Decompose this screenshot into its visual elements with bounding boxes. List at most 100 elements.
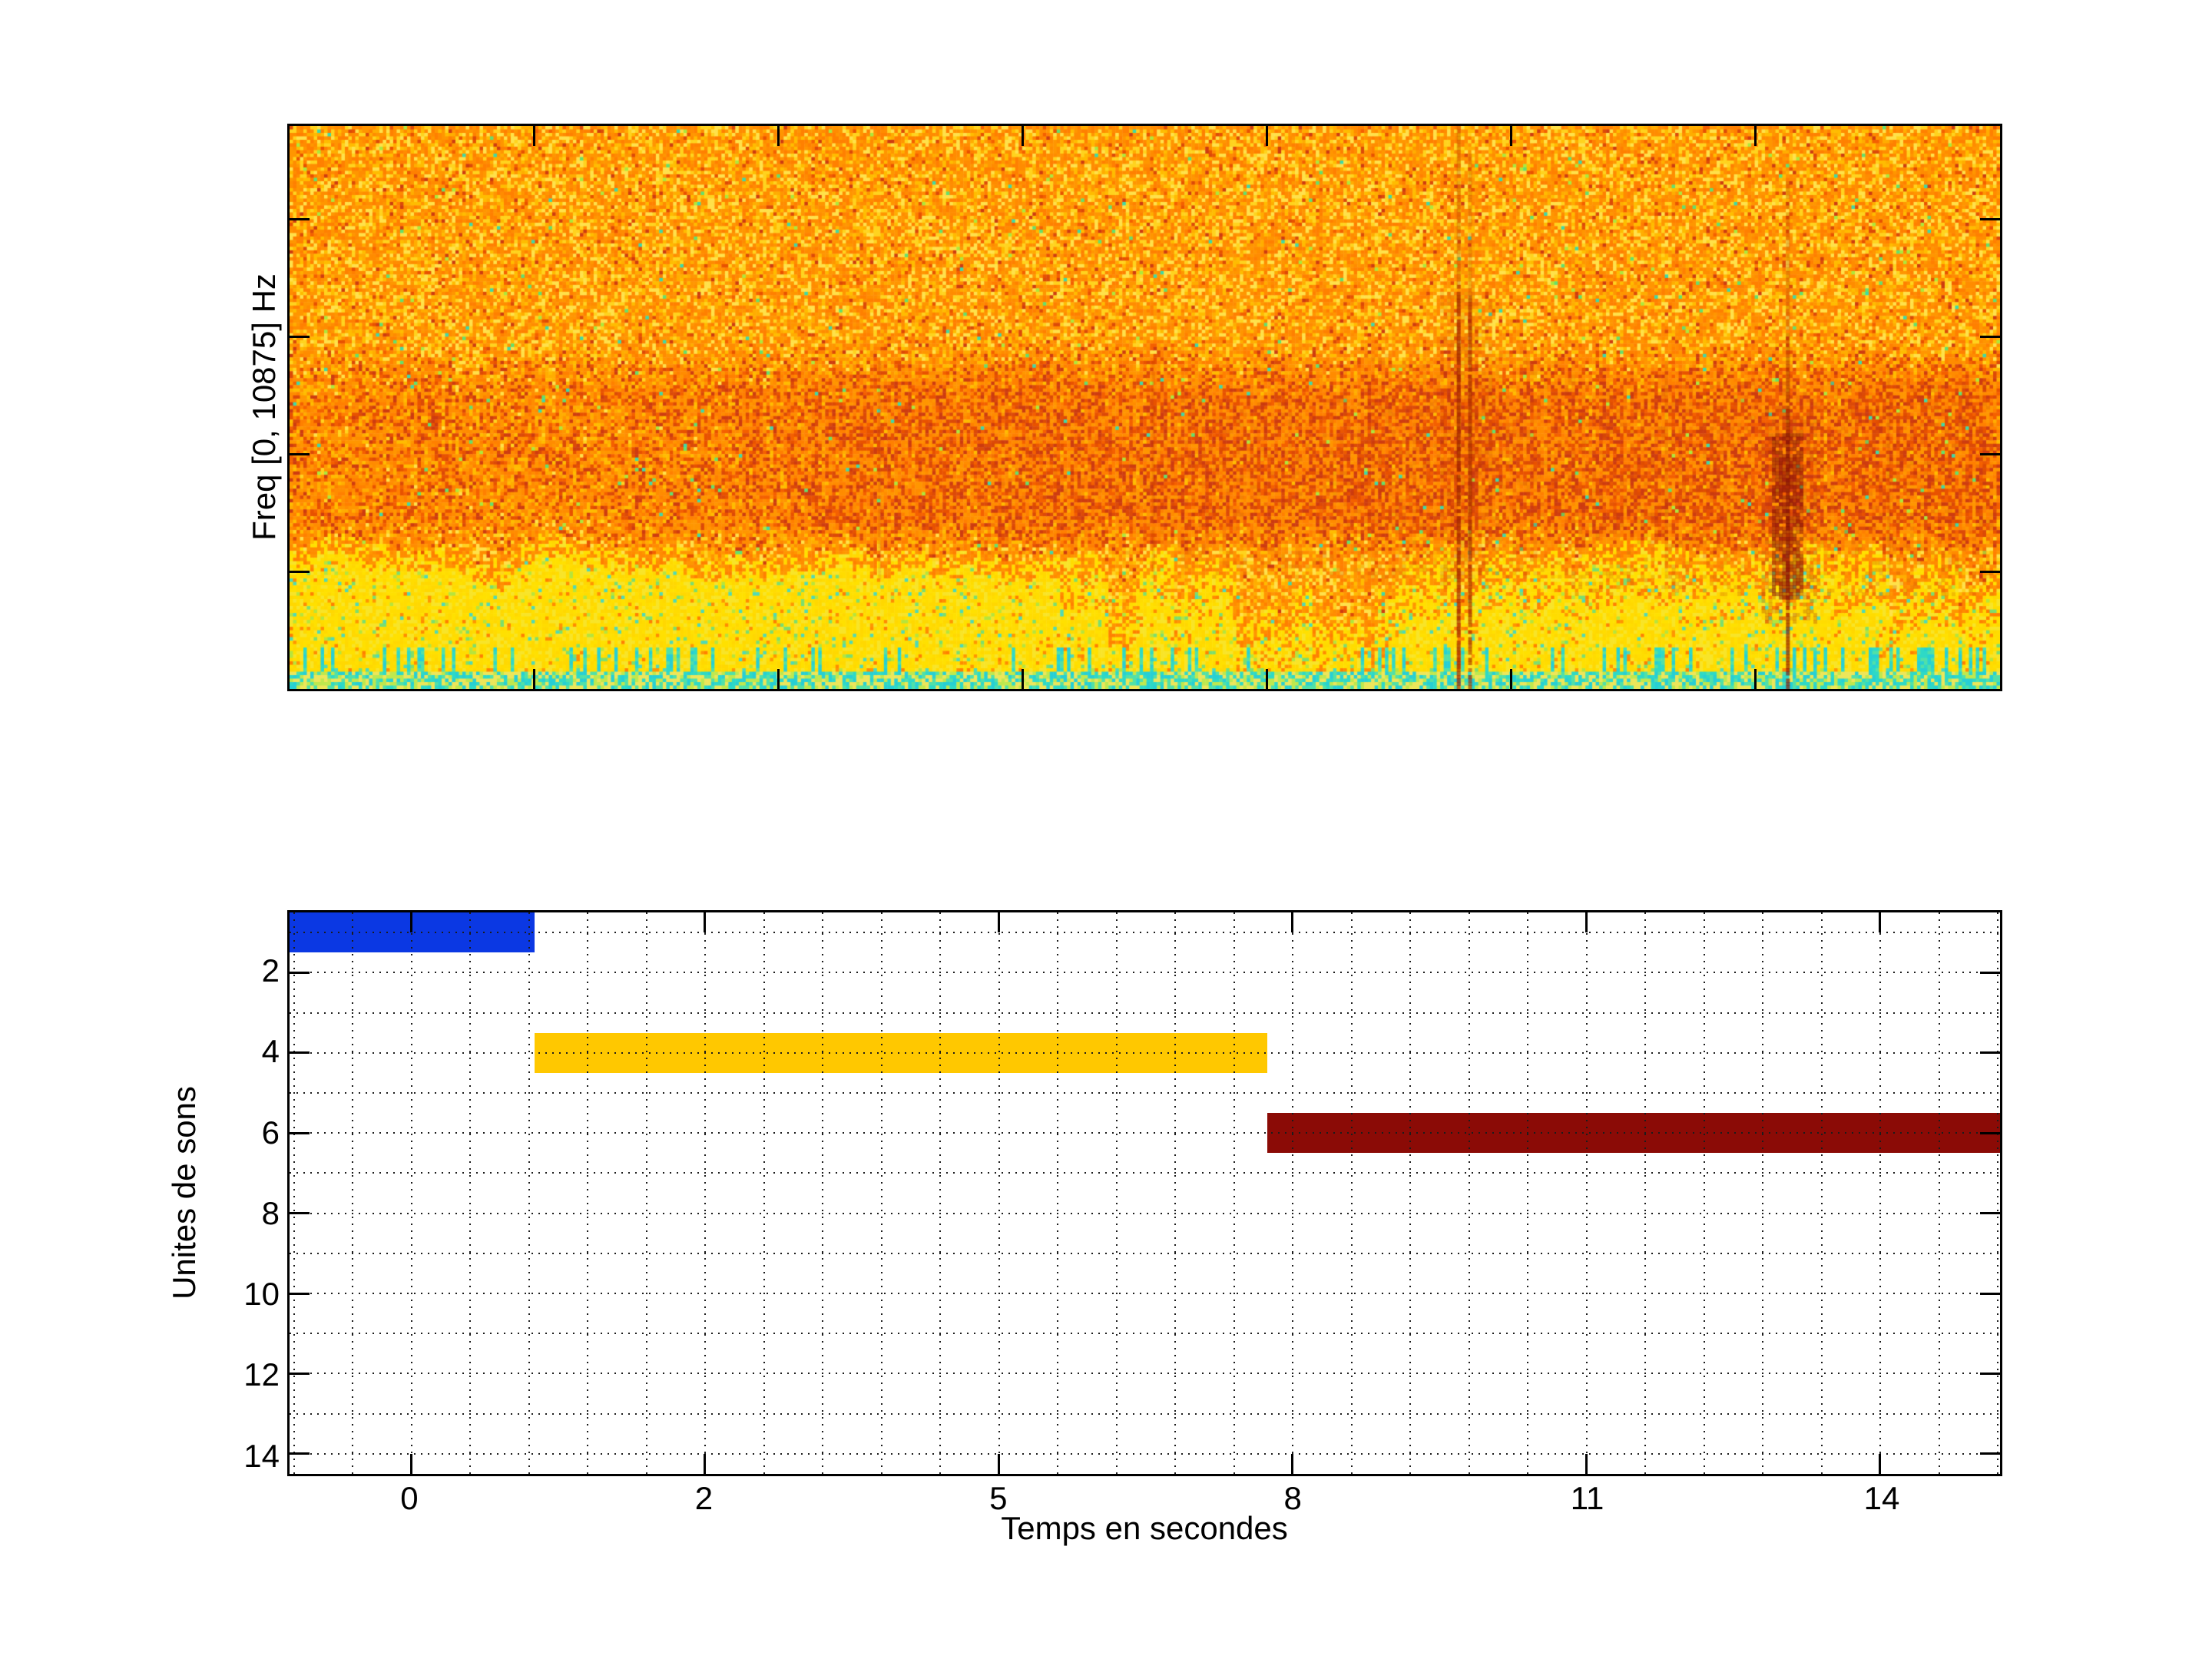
y-tick-label: 4 — [261, 1033, 280, 1070]
y-gridline — [290, 1333, 2000, 1335]
x-gridline — [410, 912, 412, 1474]
x-tick-label: 14 — [1863, 1480, 1900, 1516]
spectrogram-x-tick-mark — [1510, 126, 1513, 146]
x-tick-label: 5 — [989, 1480, 1008, 1516]
spectrogram-image — [290, 126, 2000, 689]
y-tick-mark — [290, 1212, 310, 1215]
x-gridline — [352, 912, 354, 1474]
x-gridline — [1527, 912, 1529, 1474]
spectrogram-y-tick-mark — [290, 336, 310, 339]
x-gridline — [1820, 912, 1823, 1474]
y-gridline — [290, 1091, 2000, 1094]
x-gridline — [293, 912, 295, 1474]
y-gridline — [290, 972, 2000, 974]
y-tick-mark — [290, 1131, 310, 1134]
y-tick-mark — [1980, 1452, 2000, 1455]
y-tick-label: 6 — [261, 1114, 280, 1151]
spectrogram-y-tick-mark — [1980, 570, 2000, 573]
y-tick-mark — [290, 1452, 310, 1455]
spectrogram-y-tick-mark — [1980, 452, 2000, 455]
x-gridline — [998, 912, 1000, 1474]
x-gridline — [880, 912, 882, 1474]
spectrogram-x-tick-mark — [532, 669, 535, 689]
y-gridline — [290, 1293, 2000, 1295]
spectrogram-x-tick-mark — [1266, 126, 1268, 146]
y-tick-mark — [1980, 1212, 2000, 1215]
y-tick-mark — [290, 1372, 310, 1375]
x-gridline — [1879, 912, 1882, 1474]
x-gridline — [704, 912, 707, 1474]
x-gridline — [645, 912, 647, 1474]
y-tick-label: 12 — [243, 1356, 280, 1393]
spectrogram-y-tick-mark — [1980, 218, 2000, 221]
x-gridline — [528, 912, 530, 1474]
y-tick-label: 10 — [243, 1276, 280, 1313]
timeline-plot — [287, 910, 2002, 1476]
x-gridline — [587, 912, 589, 1474]
y-gridline — [290, 1012, 2000, 1014]
x-gridline — [1057, 912, 1059, 1474]
x-gridline — [1350, 912, 1353, 1474]
x-gridline — [1644, 912, 1647, 1474]
spectrogram-x-tick-mark — [1754, 669, 1757, 689]
spectrogram-x-tick-mark — [777, 126, 780, 146]
spectrogram-x-tick-mark — [1754, 126, 1757, 146]
spectrogram-y-tick-mark — [290, 218, 310, 221]
x-tick-mark — [704, 1454, 707, 1474]
y-gridline — [290, 1373, 2000, 1375]
y-tick-mark — [290, 1292, 310, 1295]
x-gridline — [1468, 912, 1470, 1474]
y-gridline — [290, 1172, 2000, 1174]
x-gridline — [822, 912, 824, 1474]
x-tick-label: 11 — [1570, 1480, 1604, 1516]
y-gridline — [290, 1051, 2000, 1054]
x-tick-mark — [704, 912, 707, 932]
y-gridline — [290, 1252, 2000, 1254]
x-tick-mark — [1584, 1454, 1588, 1474]
x-tick-label: 0 — [400, 1480, 419, 1516]
y-gridline — [290, 1212, 2000, 1214]
x-gridline — [1292, 912, 1294, 1474]
x-gridline — [1585, 912, 1588, 1474]
spectrogram-x-tick-mark — [1510, 669, 1513, 689]
x-gridline — [1174, 912, 1177, 1474]
x-tick-mark — [1878, 1454, 1881, 1474]
x-tick-mark — [1584, 912, 1588, 932]
y-tick-mark — [1980, 1131, 2000, 1134]
timeline-grid-layer — [290, 912, 2000, 1474]
x-gridline — [1938, 912, 1940, 1474]
spectrogram-x-tick-mark — [1021, 126, 1024, 146]
x-gridline — [1762, 912, 1764, 1474]
x-tick-mark — [1878, 912, 1881, 932]
y-tick-label: 2 — [261, 952, 280, 988]
x-gridline — [1703, 912, 1705, 1474]
spectrogram-ylabel: Freq [0, 10875] Hz — [246, 273, 282, 541]
y-gridline — [290, 932, 2000, 934]
x-gridline — [939, 912, 942, 1474]
y-tick-mark — [1980, 971, 2000, 974]
y-tick-mark — [290, 971, 310, 974]
x-gridline — [763, 912, 765, 1474]
x-gridline — [1233, 912, 1235, 1474]
timeline-xlabel: Temps en secondes — [1001, 1510, 1288, 1546]
spectrogram-plot — [287, 124, 2002, 691]
x-tick-mark — [410, 1454, 413, 1474]
x-gridline — [1115, 912, 1118, 1474]
y-gridline — [290, 1412, 2000, 1415]
y-tick-label: 14 — [243, 1437, 280, 1474]
y-tick-label: 8 — [261, 1194, 280, 1231]
x-tick-label: 2 — [694, 1480, 714, 1516]
x-tick-mark — [997, 912, 1000, 932]
spectrogram-y-tick-mark — [290, 452, 310, 455]
x-gridline — [1997, 912, 1999, 1474]
x-gridline — [469, 912, 472, 1474]
y-gridline — [290, 1452, 2000, 1455]
y-gridline — [290, 1132, 2000, 1134]
spectrogram-x-tick-mark — [777, 669, 780, 689]
x-tick-mark — [997, 1454, 1000, 1474]
y-tick-mark — [1980, 1051, 2000, 1055]
y-tick-mark — [1980, 1292, 2000, 1295]
y-tick-mark — [1980, 1372, 2000, 1375]
x-tick-mark — [1291, 1454, 1294, 1474]
